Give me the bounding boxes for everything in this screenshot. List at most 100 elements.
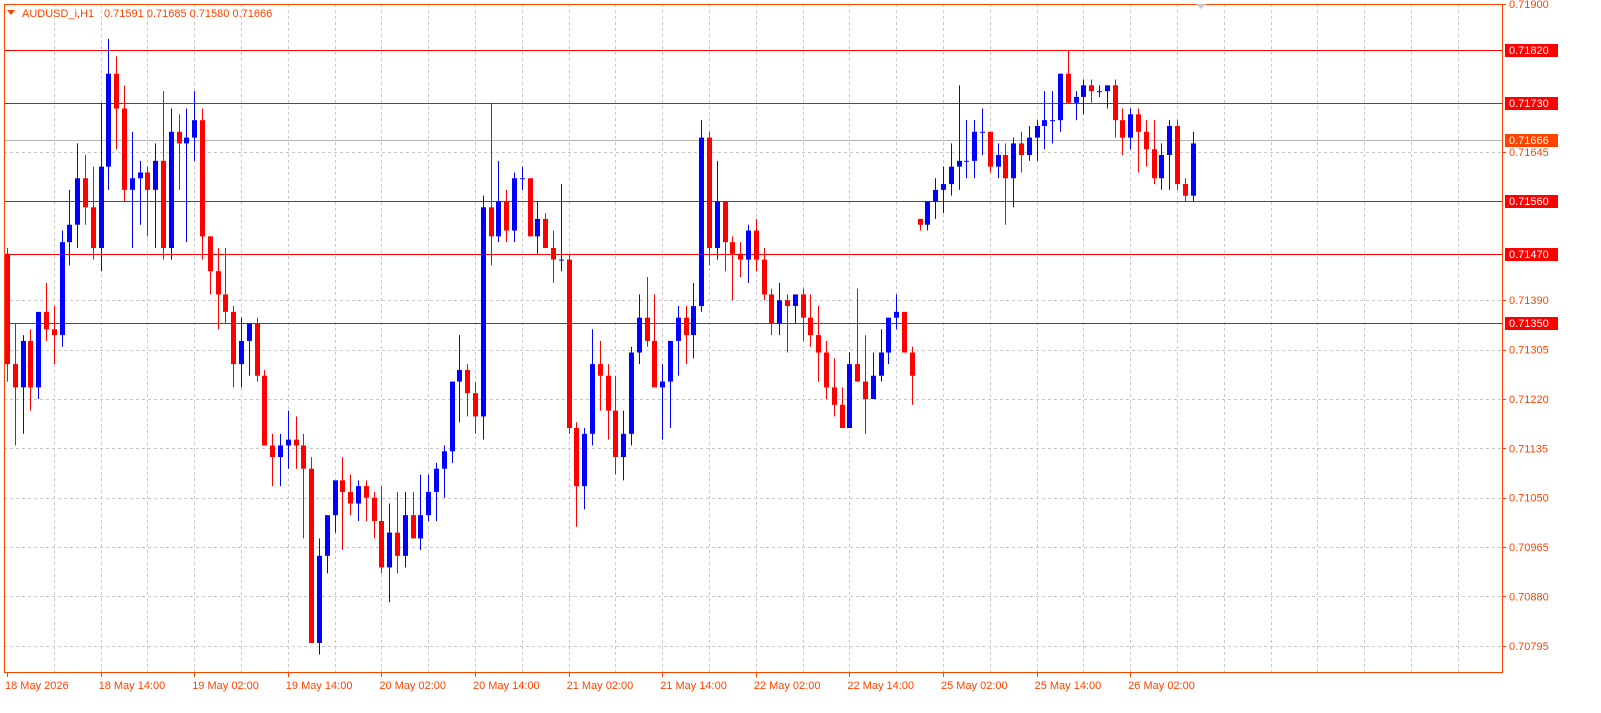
candle-body <box>1011 143 1016 179</box>
candle-body <box>1105 85 1110 92</box>
y-tick-label: 0.71220 <box>1509 394 1549 406</box>
candle-body <box>161 160 166 248</box>
axis-layer: 0.71900 0.71645 0.71390 0.71305 0.71220 0.711… <box>4 0 1558 692</box>
candle-body <box>1066 73 1071 103</box>
candle-body <box>1074 96 1079 103</box>
candle-body <box>972 131 977 161</box>
y-tick-label: 0.71390 <box>1509 295 1549 307</box>
current-price-box <box>1505 134 1558 147</box>
x-tick-label: 21 May 14:00 <box>660 680 727 692</box>
candle-body <box>637 317 642 353</box>
candle-body <box>980 131 985 133</box>
horizontal-lines-layer <box>4 50 1502 324</box>
candle-body <box>372 497 377 521</box>
candle-body <box>715 201 720 248</box>
candle-body <box>933 189 938 202</box>
candle-body <box>340 480 345 492</box>
y-tick-label: 0.71050 <box>1509 493 1549 505</box>
candle-body <box>255 323 260 376</box>
candle-body <box>1081 85 1086 97</box>
candle-body <box>879 352 884 376</box>
candle-body <box>294 439 299 446</box>
candle-body <box>99 166 104 248</box>
candle-body <box>473 393 478 417</box>
candle-body <box>1089 85 1094 92</box>
level-price-label: 0.71560 <box>1509 196 1549 208</box>
candle-body <box>512 178 517 231</box>
candle-body <box>957 160 962 167</box>
candle-body <box>325 515 330 556</box>
candle-body <box>489 207 494 237</box>
candle-body <box>1167 125 1172 156</box>
candle-body <box>1175 125 1180 185</box>
x-tick-label: 19 May 02:00 <box>192 680 259 692</box>
candle-body <box>606 375 611 411</box>
candle-body <box>270 445 275 458</box>
candle-body <box>918 218 923 225</box>
candle-body <box>387 532 392 568</box>
candle-body <box>574 428 579 487</box>
candle-body <box>645 317 650 341</box>
candle-body <box>902 311 907 353</box>
candle-body <box>652 340 657 388</box>
candle-body <box>691 306 696 336</box>
y-tick-label: 0.70880 <box>1509 591 1549 603</box>
candle-body <box>543 218 548 248</box>
candle-body <box>559 259 564 261</box>
candle-body <box>28 340 33 388</box>
x-tick-label: 20 May 14:00 <box>473 680 540 692</box>
level-price-label: 0.71470 <box>1509 249 1549 261</box>
candle-body <box>465 369 470 394</box>
plot-frame <box>4 4 1503 673</box>
candle-body <box>13 364 18 388</box>
candle-body <box>364 486 369 498</box>
candle-body <box>590 364 595 434</box>
candle-body <box>208 236 213 272</box>
candle-body <box>83 178 88 208</box>
candle-body <box>1183 184 1188 196</box>
candle-body <box>114 73 119 109</box>
y-tick-label: 0.71900 <box>1509 0 1549 11</box>
candle-body <box>738 253 743 260</box>
candle-body <box>496 201 501 237</box>
candle-body <box>832 387 837 405</box>
chart-info: AUDUSD_i,H1 0.71591 0.71685 0.71580 0.71… <box>7 4 1206 20</box>
candle-body <box>964 160 969 162</box>
candle-body <box>723 201 728 243</box>
candle-body <box>676 317 681 341</box>
candle-body <box>75 178 80 225</box>
candle-body <box>684 317 689 336</box>
candle-body <box>1019 143 1024 156</box>
chart-shift-marker-icon <box>1196 4 1206 9</box>
candle-body <box>847 364 852 429</box>
candle-body <box>707 137 712 248</box>
candle-body <box>1027 137 1032 156</box>
candle-body <box>379 520 384 568</box>
candle-body <box>138 172 143 179</box>
candle-body <box>1136 114 1141 132</box>
candle-body <box>660 381 665 388</box>
y-tick-label: 0.71135 <box>1509 443 1548 455</box>
candle-body <box>1159 155 1164 179</box>
candle-body <box>348 491 353 504</box>
candle-body <box>231 311 236 365</box>
candle-body <box>301 445 306 469</box>
candle-body <box>309 468 314 643</box>
candle-body <box>317 555 322 643</box>
triangle-down-icon[interactable] <box>7 10 15 15</box>
candle-body <box>528 178 533 237</box>
ohlc-values: 0.71591 0.71685 0.71580 0.71666 <box>104 8 272 20</box>
candle-body <box>278 445 283 458</box>
candle-body <box>816 335 821 353</box>
candle-body <box>598 364 603 376</box>
candle-body <box>216 271 221 295</box>
candle-body <box>356 486 361 504</box>
candle-body <box>1050 120 1055 122</box>
candle-body <box>925 201 930 225</box>
candle-body <box>871 375 876 399</box>
candle-body <box>67 224 72 243</box>
candle-body <box>286 439 291 446</box>
